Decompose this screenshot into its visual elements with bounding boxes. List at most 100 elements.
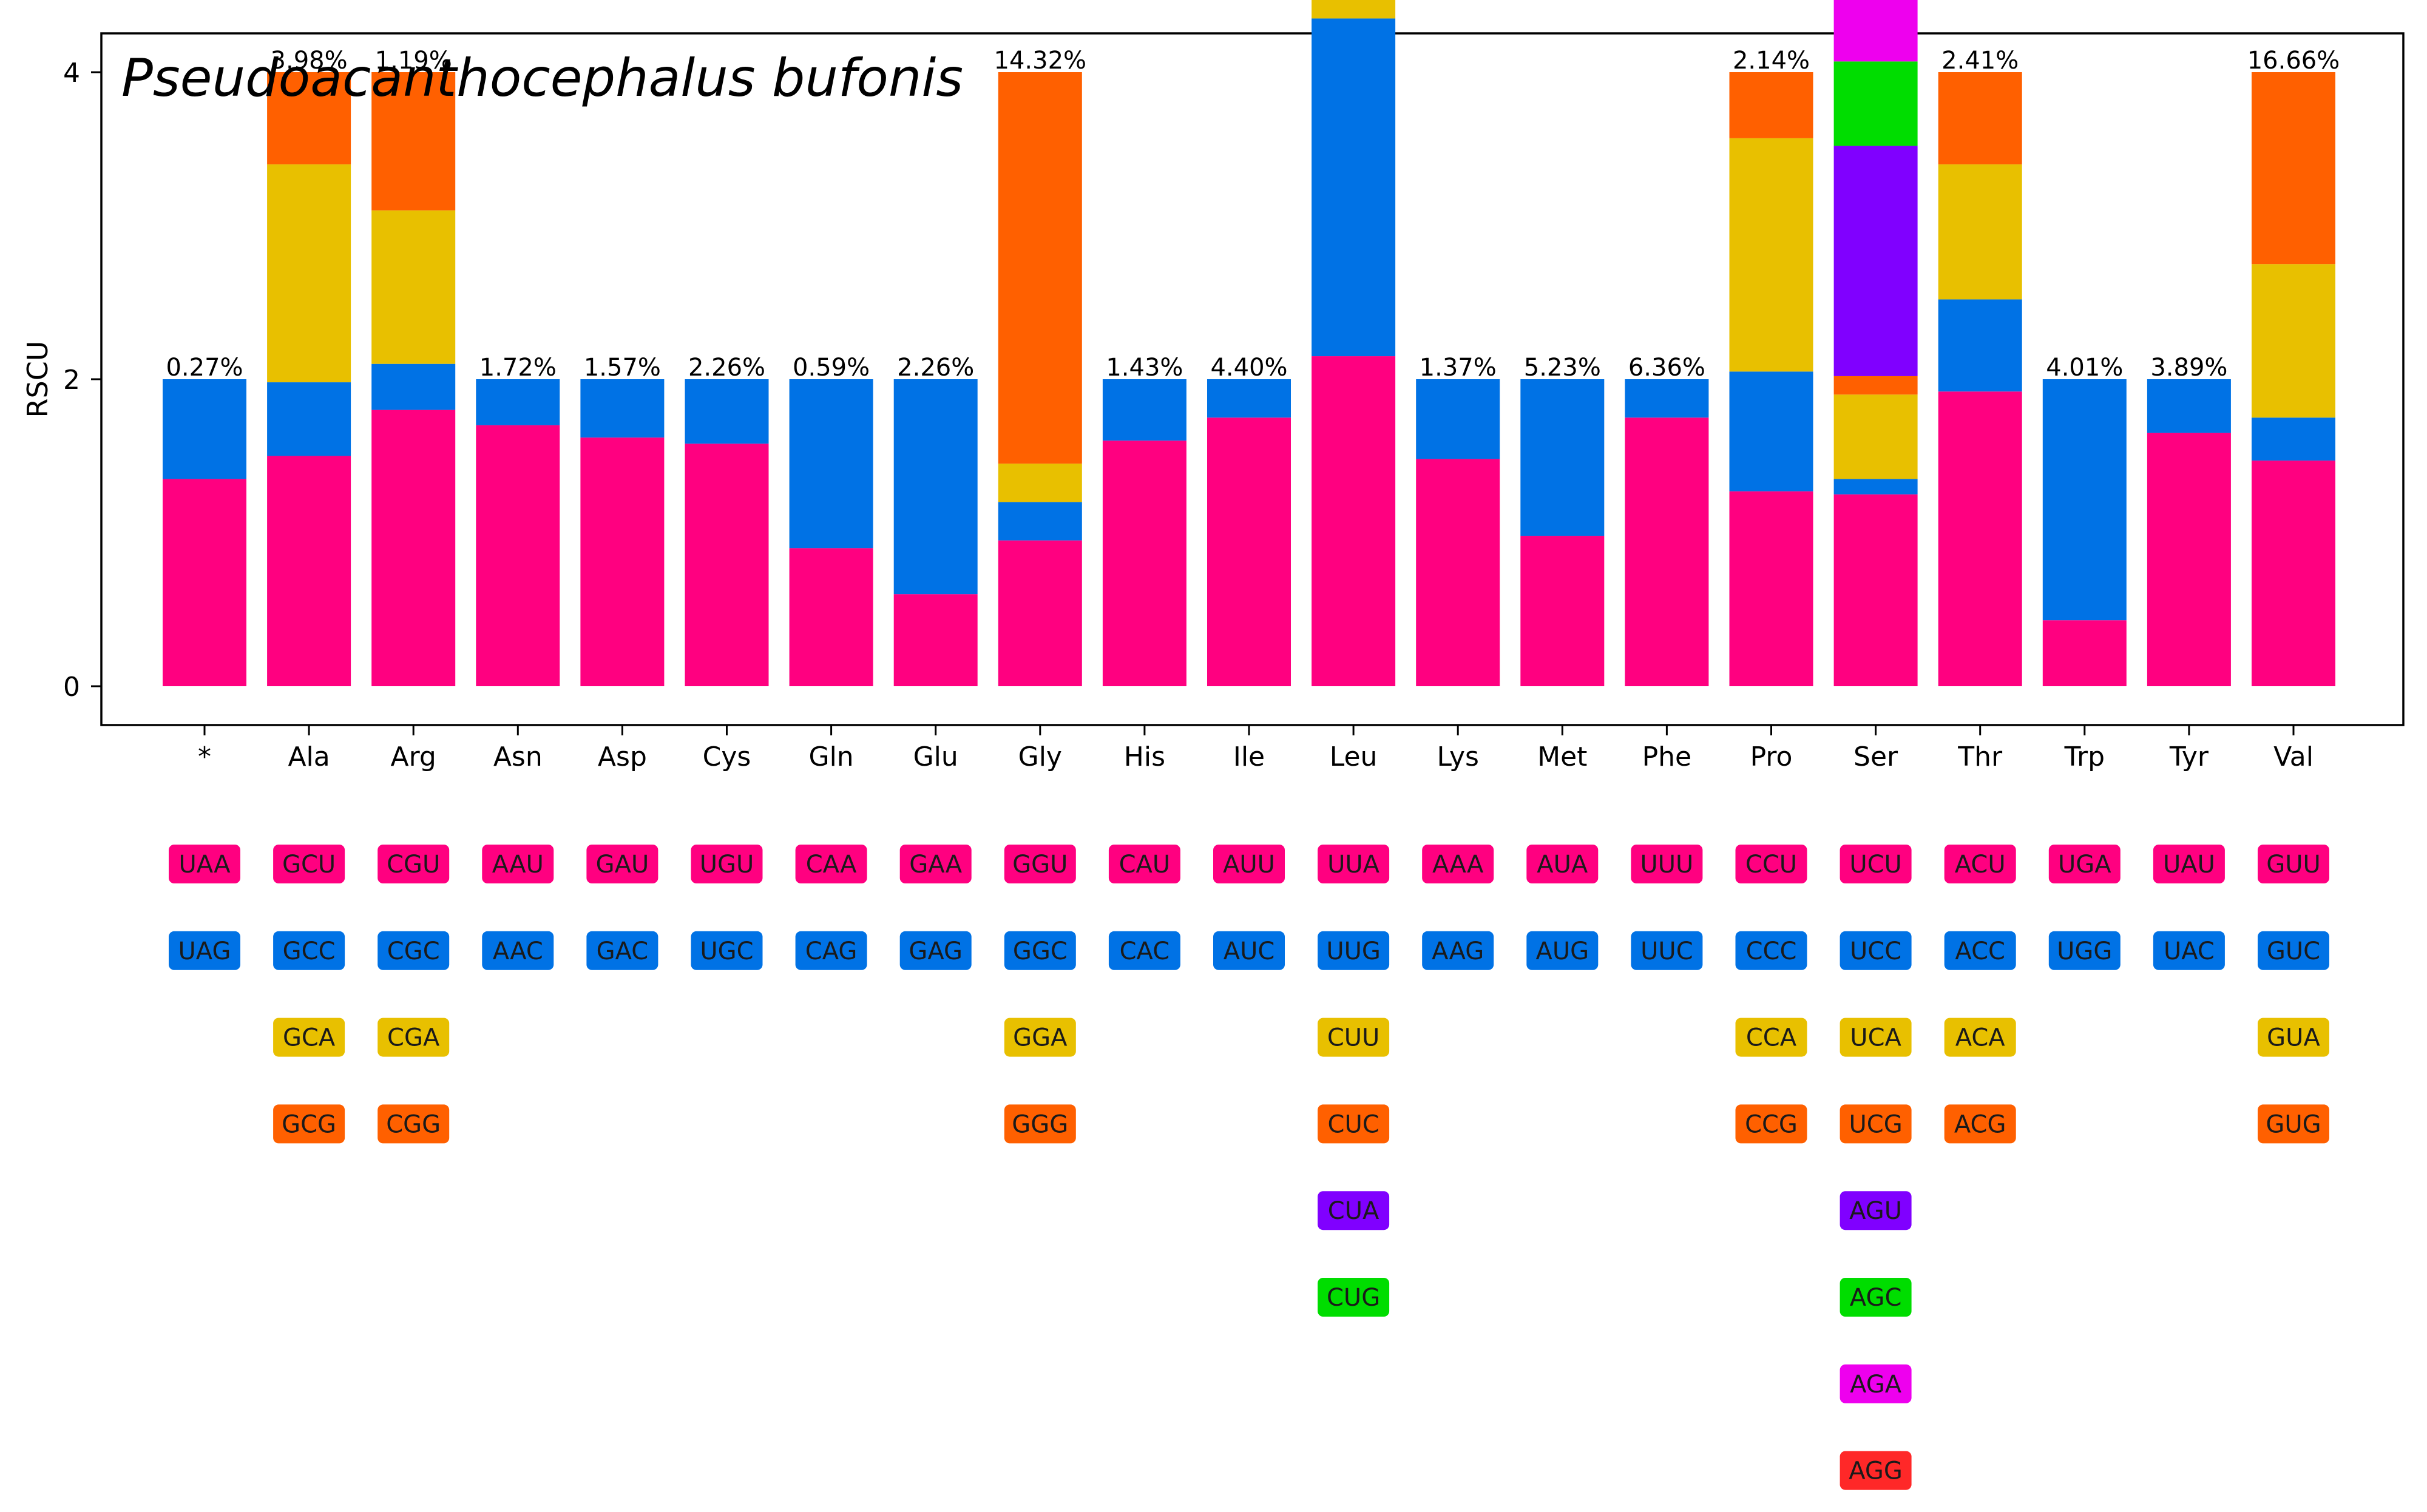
codon-box — [2048, 845, 2121, 883]
codon-box — [1213, 845, 1285, 883]
codon-label: UGU — [700, 851, 754, 879]
bar-segment-UCU — [1833, 494, 1918, 686]
x-tick-label: Asn — [493, 741, 543, 772]
codon-label: CCC — [1746, 937, 1797, 965]
codon-box — [899, 845, 972, 883]
bar-segment-CAA — [789, 548, 873, 686]
codon-box — [169, 845, 240, 883]
bar-segment-UUC — [1625, 379, 1709, 418]
codon-box — [377, 845, 450, 883]
bar-percent-label: 0.59% — [793, 354, 870, 382]
x-tick-label: * — [198, 741, 211, 772]
codon-label: UUU — [1640, 851, 1693, 879]
codon-box — [691, 845, 763, 883]
codon-box — [1108, 845, 1180, 883]
codon-box — [1213, 931, 1285, 970]
bar-segment-ACU — [1938, 391, 2022, 686]
bar-percent-label: 1.37% — [1420, 354, 1497, 382]
bar-segment-UGC — [685, 379, 769, 444]
bar-percent-label: 2.14% — [1733, 47, 1810, 75]
codon-label: UGA — [2058, 851, 2111, 879]
codon-label: UCA — [1850, 1024, 1901, 1052]
codon-label: CUU — [1327, 1024, 1379, 1052]
bar-segment-UCC — [1833, 479, 1918, 494]
bar-segment-GUC — [2252, 417, 2335, 461]
bar-segment-CGA — [371, 210, 456, 364]
codon-label: UAA — [178, 851, 231, 879]
x-axis: * Ala Arg Asn Asp Cys Gln Glu Gly His Ile Leu Lys Met… — [198, 725, 2314, 772]
x-tick-label: Tyr — [2169, 741, 2209, 772]
bar-percent-label: 3.89% — [2150, 354, 2227, 382]
bar-percent-label: 4.40% — [1210, 354, 1287, 382]
bar-percent-label: 2.41% — [1941, 47, 2019, 75]
codon-box — [1422, 931, 1494, 970]
codon-box — [1944, 931, 2016, 970]
bar-segment-GGU — [998, 540, 1082, 686]
bar-segment-CCG — [1729, 72, 1813, 138]
codon-box — [1318, 845, 1390, 883]
bar-segment-AGC — [1833, 61, 1918, 146]
codon-box — [1840, 1191, 1912, 1230]
codon-label: AAC — [493, 937, 543, 965]
bar-segment-UAC — [2147, 379, 2231, 433]
codon-label: GGU — [1012, 851, 1068, 879]
bar-segment-CUU — [1312, 0, 1396, 19]
codon-label: UAU — [2163, 851, 2215, 879]
x-tick-label: His — [1124, 741, 1165, 772]
codon-box — [1318, 1104, 1390, 1144]
codon-label: UGC — [700, 937, 753, 965]
x-tick-label: Ala — [288, 741, 330, 772]
codon-box — [2258, 845, 2329, 883]
codon-label: UCU — [1849, 851, 1901, 879]
codon-label: GCA — [283, 1024, 336, 1052]
bar-segment-AAU — [476, 425, 560, 686]
codon-box — [1004, 845, 1076, 883]
bar-percent-label: 1.19% — [375, 47, 452, 75]
codon-box — [1318, 1018, 1390, 1057]
bar-percent-label: 1.43% — [1106, 354, 1183, 382]
x-tick-label: Trp — [2064, 741, 2105, 772]
codon-label: AUU — [1223, 851, 1275, 879]
codon-label: AAA — [1432, 851, 1484, 879]
codon-label: CUA — [1328, 1197, 1379, 1225]
codon-box — [2258, 931, 2329, 970]
codon-label: CAU — [1119, 851, 1171, 879]
codon-label: CCG — [1745, 1110, 1798, 1138]
codon-label: GCU — [282, 851, 336, 879]
codon-label: GUA — [2267, 1024, 2320, 1052]
codon-box — [1735, 845, 1807, 883]
x-tick-label: Leu — [1330, 741, 1378, 772]
x-tick-label: Cys — [703, 741, 751, 772]
codon-label: GCG — [282, 1110, 336, 1138]
x-tick-label: Arg — [391, 741, 436, 772]
bar-segment-UUU — [1625, 417, 1709, 686]
codon-box — [1735, 1018, 1807, 1057]
codon-box — [691, 931, 763, 970]
codon-box — [1944, 1018, 2016, 1057]
codon-box — [1318, 1278, 1390, 1317]
y-tick-label: 4 — [63, 58, 80, 89]
codon-box — [377, 1018, 450, 1057]
codon-label: AUA — [1537, 851, 1588, 879]
x-tick-label: Asp — [598, 741, 647, 772]
bar-percent-label: 1.72% — [479, 354, 557, 382]
bar-segment-AUC — [1207, 379, 1291, 418]
codon-label: ACA — [1955, 1024, 2006, 1052]
bar-segment-AUA — [1520, 536, 1605, 686]
y-axis-label: RSCU — [21, 341, 54, 418]
bar-percent-label: 0.27% — [166, 354, 243, 382]
bar-segment-UCG — [1833, 376, 1918, 395]
codon-box — [1840, 1278, 1912, 1317]
codon-label: GCC — [283, 937, 336, 965]
x-tick-label: Glu — [913, 741, 958, 772]
bar-segment-GAA — [893, 594, 978, 686]
codon-label: AUG — [1535, 937, 1589, 965]
y-tick-label: 2 — [63, 365, 80, 396]
codon-label: CAA — [806, 851, 857, 879]
codon-box — [795, 845, 867, 883]
bar-segment-UGU — [685, 444, 769, 686]
bar-segment-GUU — [2252, 461, 2335, 686]
bar-segment-GCC — [267, 382, 351, 456]
bar-segment-GGC — [998, 502, 1082, 541]
